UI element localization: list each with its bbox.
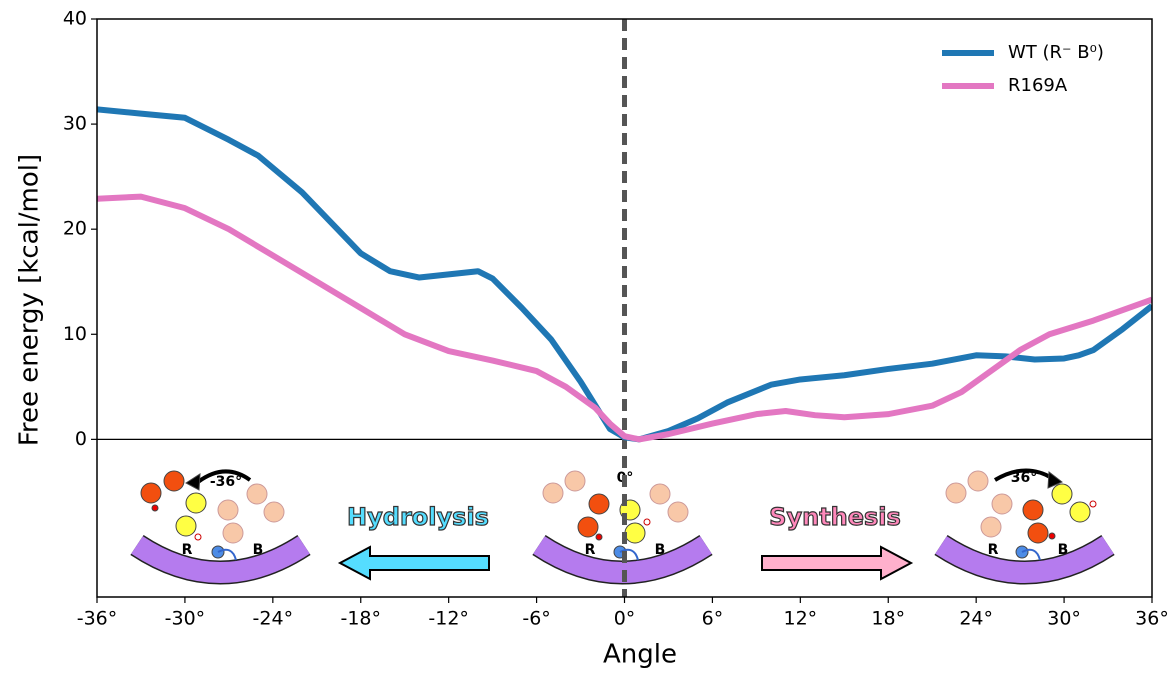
- synthesis-label: Synthesis: [769, 503, 901, 531]
- x-tick-label: 24°: [959, 608, 993, 630]
- x-tick-label: -6°: [522, 608, 550, 630]
- chart: -36° 0° 36° R B R B R B Hydrolysis Synth…: [0, 0, 1175, 670]
- y-tick-label: 40: [63, 8, 87, 30]
- b-label: B: [253, 542, 264, 558]
- angle-label: 36°: [1011, 470, 1037, 486]
- x-tick-label: -36°: [77, 608, 118, 630]
- hydrolysis-arrow: [340, 547, 489, 579]
- x-axis-label: Angle: [603, 640, 677, 670]
- b-label: B: [655, 542, 666, 558]
- x-tick-label: 30°: [1047, 608, 1081, 630]
- x-tick-label: -12°: [428, 608, 469, 630]
- b-label: B: [1058, 542, 1069, 558]
- synthesis-arrow: [762, 547, 911, 579]
- x-tick-label: -30°: [165, 608, 206, 630]
- y-tick-label: 30: [63, 113, 87, 135]
- x-tick-label: -18°: [340, 608, 381, 630]
- x-tick-label: 18°: [871, 608, 905, 630]
- y-tick-label: 0: [75, 428, 87, 450]
- x-tick-label: 12°: [783, 608, 817, 630]
- r-label: R: [182, 542, 193, 558]
- x-tick-label: 0°: [614, 608, 636, 630]
- legend-label: WT (R⁻ B⁰): [1008, 42, 1104, 63]
- legend-label: R169A: [1008, 75, 1068, 96]
- y-axis-label: Free energy [kcal/mol]: [15, 154, 45, 446]
- x-tick-label: -24°: [253, 608, 294, 630]
- hydrolysis-label: Hydrolysis: [347, 503, 489, 531]
- x-tick-label: 36°: [1135, 608, 1169, 630]
- y-tick-label: 10: [63, 323, 87, 345]
- x-tick-label: 6°: [702, 608, 724, 630]
- angle-label: -36°: [210, 474, 242, 490]
- r-label: R: [988, 542, 999, 558]
- r-label: R: [585, 542, 596, 558]
- y-tick-label: 20: [63, 218, 87, 240]
